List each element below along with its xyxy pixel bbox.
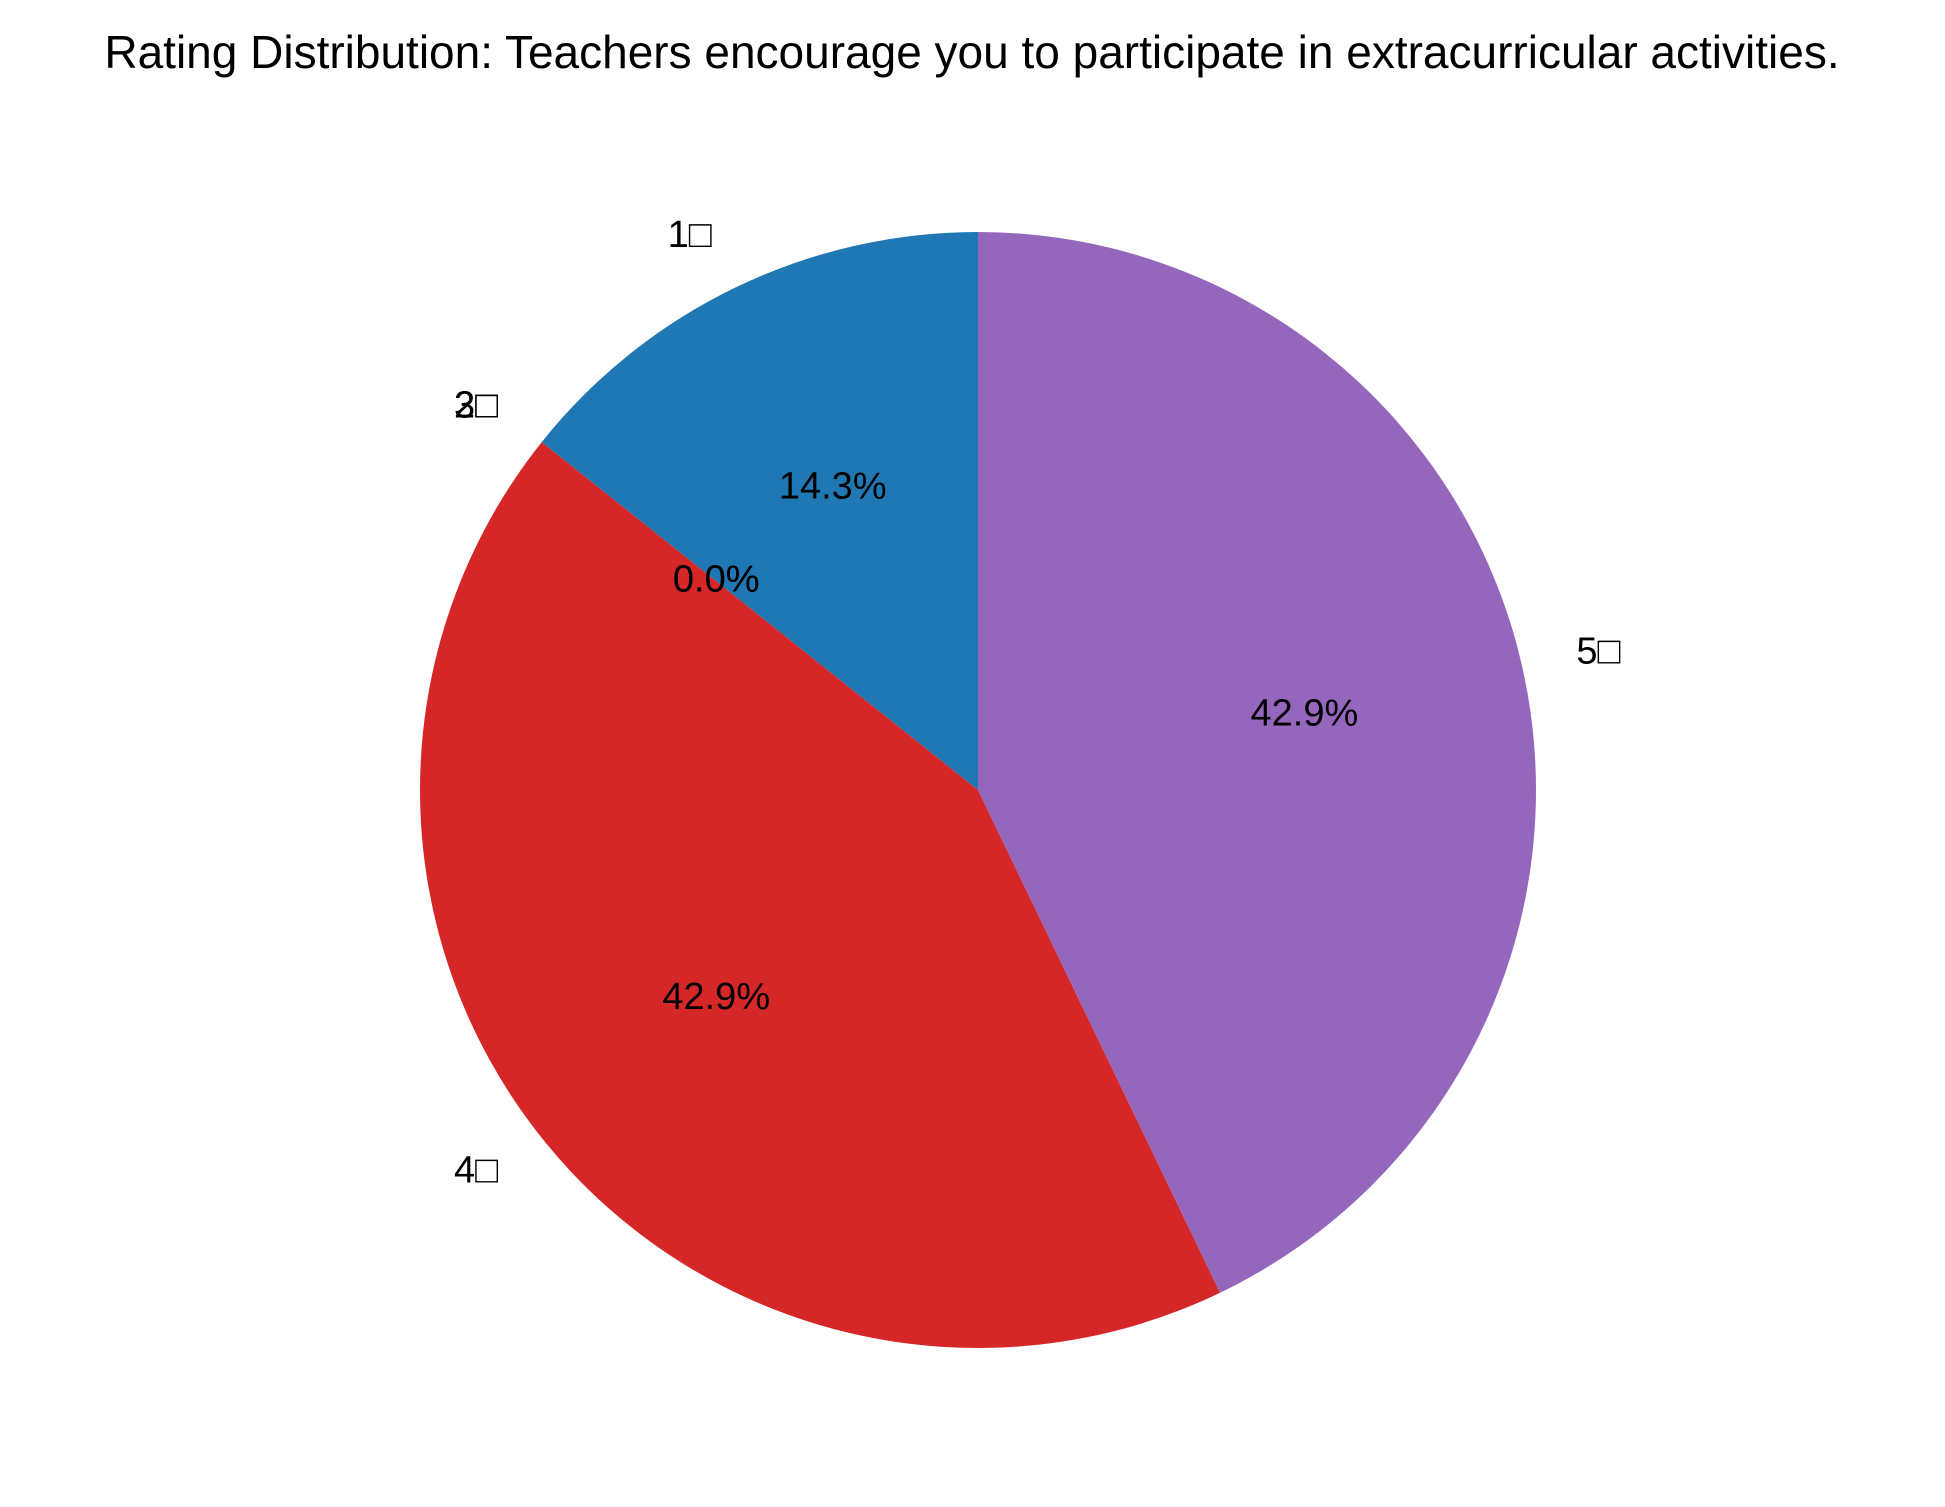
category-label-2: 2□: [454, 384, 498, 426]
category-label-1: 1□: [668, 214, 712, 256]
pie-slices: [419, 232, 1536, 1349]
percent-label-4: 42.9%: [662, 976, 770, 1018]
pie-slice-4: [419, 442, 1221, 1349]
category-label-5: 5□: [1576, 630, 1620, 672]
percent-label-1: 14.3%: [779, 465, 887, 507]
percent-label-5: 42.9%: [1251, 693, 1359, 735]
category-label-3: 3□: [454, 384, 498, 426]
percent-labels: 14.3%0.0%0.0%42.9%42.9%: [662, 465, 1358, 1017]
pie-slice-1: [541, 232, 978, 790]
percent-label-3: 0.0%: [673, 558, 760, 600]
category-labels: 1□ 2□3□ 4□ 5□: [454, 214, 1621, 1192]
chart-title: Rating Distribution: Teachers encourage …: [104, 26, 1839, 78]
category-label-4: 4□: [454, 1150, 498, 1192]
pie-slice-5: [978, 232, 1536, 1293]
percent-label-2: 0.0%: [673, 558, 760, 600]
